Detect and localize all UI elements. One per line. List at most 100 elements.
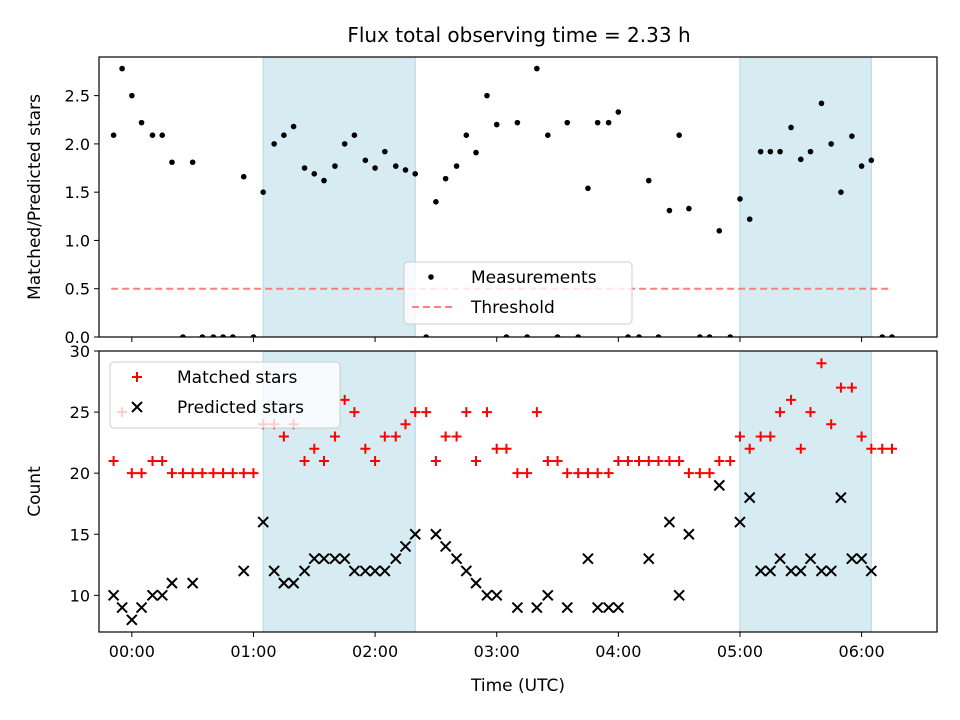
predicted-star-point [338, 552, 351, 565]
predicted-star-point [743, 491, 756, 504]
matched-star-point [531, 407, 542, 418]
measurement-point [655, 334, 662, 337]
legend-marker [132, 372, 142, 382]
matched-star-point [877, 443, 888, 454]
measurement-point [716, 227, 723, 234]
measurement-point [889, 334, 895, 337]
matched-star-point [400, 419, 411, 430]
measurement-point [442, 175, 449, 182]
measurement-point [423, 334, 429, 337]
measurement-point [484, 92, 490, 99]
matched-star-point [816, 358, 827, 369]
measurement-point [382, 148, 388, 155]
measurement-point [818, 100, 825, 107]
measurement-point [301, 165, 308, 171]
predicted-star-point [287, 577, 300, 589]
predicted-star-point [582, 552, 594, 565]
measurement-point [788, 124, 794, 131]
measurement-point [676, 132, 682, 139]
measurement-point [149, 132, 156, 139]
predicted-star-point [308, 552, 320, 565]
matched-star-point [108, 455, 119, 466]
measurement-point [858, 163, 865, 169]
measurement-point [514, 119, 521, 126]
measurement-point [767, 148, 774, 155]
y-tick-label: 2.0 [65, 135, 90, 154]
matched-star-point [440, 431, 451, 442]
bottom-y-axis-label: Count [25, 466, 45, 517]
measurement-point [746, 216, 753, 223]
predicted-star-point [491, 589, 503, 602]
y-tick-label: 0.5 [65, 280, 90, 299]
measurement-point [807, 148, 814, 155]
predicted-star-point [390, 552, 402, 565]
predicted-star-point [450, 552, 463, 565]
top-y-axis-label: Matched/Predicted stars [25, 94, 45, 300]
matched-star-point [704, 468, 715, 479]
predicted-star-point [348, 565, 361, 577]
matched-star-point [208, 468, 219, 479]
matched-star-point [136, 468, 147, 479]
y-tick-label: 25 [70, 403, 90, 422]
measurement-point [199, 334, 206, 337]
measurement-point [636, 334, 642, 337]
observing-interval [262, 57, 416, 337]
measurement-point [433, 199, 439, 205]
predicted-star-point [359, 565, 372, 577]
measurement-point [271, 141, 277, 147]
predicted-star-point [835, 491, 847, 504]
predicted-star-point [643, 552, 655, 565]
matched-star-point [278, 431, 289, 442]
matched-star-point [795, 443, 806, 454]
matched-star-point [197, 468, 208, 479]
measurement-point [159, 132, 166, 139]
x-tick-label: 03:00 [474, 642, 520, 661]
matched-star-point [623, 455, 634, 466]
matched-star-point [379, 431, 390, 442]
matched-star-point [370, 455, 381, 466]
x-tick-label: 00:00 [109, 642, 155, 661]
bottom-plot-area [107, 351, 897, 632]
measurement-point [229, 334, 236, 337]
measurement-point [503, 334, 510, 337]
measurement-point [473, 149, 479, 156]
measurement-point [645, 177, 652, 184]
matched-star-point [765, 431, 776, 442]
predicted-star-point [116, 601, 128, 614]
matched-star-point [522, 468, 533, 479]
predicted-star-point [430, 528, 442, 540]
predicted-star-point [846, 552, 858, 565]
measurement-point [605, 119, 612, 126]
matched-star-point [725, 455, 736, 466]
matched-star-point [349, 407, 360, 418]
measurement-point [757, 148, 764, 155]
measurement-point [868, 157, 875, 164]
measurement-point [210, 334, 217, 337]
y-tick-label: 20 [70, 464, 90, 483]
measurement-point [737, 196, 743, 202]
y-tick-label: 2.5 [65, 87, 90, 106]
matched-star-point [126, 468, 137, 479]
measurement-point [615, 109, 622, 115]
matched-star-point [471, 455, 482, 466]
measurement-point [290, 123, 297, 130]
matched-star-point [339, 394, 350, 405]
measurement-point [332, 163, 338, 169]
predicted-star-point [804, 552, 817, 565]
predicted-star-point [673, 589, 685, 602]
predicted-star-point [531, 601, 543, 614]
predicted-star-point [369, 565, 381, 577]
measurement-point [493, 121, 500, 128]
top-plot: 0.0 0.5 1.0 1.5 2.0 2.5 Matched/Predicted star… [25, 56, 938, 347]
matched-star-point [309, 443, 320, 454]
matched-star-point [329, 431, 340, 442]
measurement-point [797, 156, 804, 163]
matched-star-point [714, 455, 725, 466]
matched-star-point [238, 468, 249, 479]
x-tick-label: 02:00 [352, 642, 398, 661]
predicted-star-point [663, 516, 676, 528]
measurement-point [706, 334, 713, 337]
matched-star-point [187, 468, 198, 479]
measurement-point [524, 334, 530, 337]
matched-star-point [856, 431, 867, 442]
